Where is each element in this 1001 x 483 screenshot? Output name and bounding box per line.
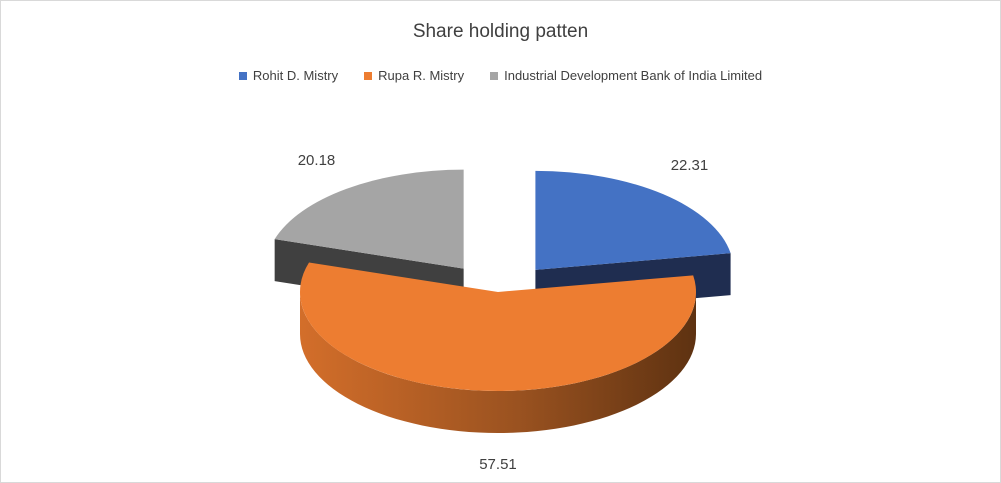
legend-item-idbi: Industrial Development Bank of India Lim… <box>490 68 762 83</box>
slice-rohit <box>535 170 731 270</box>
data-label-rohit: 22.31 <box>671 157 709 174</box>
legend-label-rohit: Rohit D. Mistry <box>252 68 339 83</box>
legend: Rohit D. Mistry Rupa R. Mistry Industria… <box>1 68 1000 83</box>
legend-swatch-rupa <box>364 71 373 80</box>
pie-labels: 22.31 57.51 20.18 <box>298 152 709 473</box>
data-label-idbi: 20.18 <box>298 152 336 169</box>
slice-idbi <box>274 169 464 269</box>
legend-label-rupa: Rupa R. Mistry <box>378 68 465 83</box>
slice-rupa <box>300 262 696 391</box>
legend-swatch-idbi <box>490 71 499 80</box>
pie-tops <box>274 169 731 391</box>
slice-side-rupa <box>300 292 696 433</box>
data-label-rupa: 57.51 <box>479 456 517 473</box>
legend-item-rohit: Rohit D. Mistry <box>238 68 339 83</box>
legend-label-idbi: Industrial Development Bank of India Lim… <box>504 68 763 83</box>
chart-title: Share holding patten <box>412 21 589 42</box>
legend-swatch-rohit <box>238 71 247 80</box>
legend-item-rupa: Rupa R. Mistry <box>364 68 464 83</box>
